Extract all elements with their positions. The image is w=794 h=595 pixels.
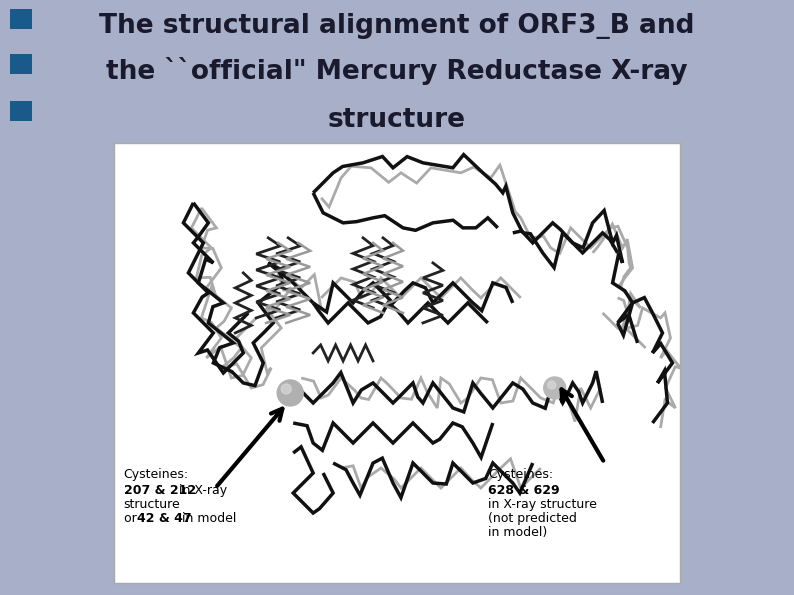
Text: 42 & 47: 42 & 47 bbox=[137, 512, 192, 525]
Bar bbox=[10, 101, 32, 121]
Circle shape bbox=[277, 380, 303, 406]
Text: in X-ray structure: in X-ray structure bbox=[488, 498, 597, 511]
Bar bbox=[10, 54, 32, 74]
Text: the ``official" Mercury Reductase X-ray: the ``official" Mercury Reductase X-ray bbox=[106, 57, 688, 86]
Text: structure: structure bbox=[124, 498, 180, 511]
Text: in model): in model) bbox=[488, 526, 547, 539]
Circle shape bbox=[281, 384, 291, 394]
Text: Cysteines:: Cysteines: bbox=[124, 468, 189, 481]
Text: Cysteines:: Cysteines: bbox=[488, 468, 553, 481]
Text: or: or bbox=[124, 512, 141, 525]
Text: structure: structure bbox=[328, 107, 466, 133]
Text: in model: in model bbox=[179, 512, 237, 525]
Text: 207 & 212: 207 & 212 bbox=[124, 484, 195, 497]
Text: 628 & 629: 628 & 629 bbox=[488, 484, 560, 497]
Circle shape bbox=[544, 377, 565, 399]
Bar bbox=[10, 8, 32, 29]
Text: (not predicted: (not predicted bbox=[488, 512, 576, 525]
Text: in X-ray: in X-ray bbox=[175, 484, 228, 497]
Circle shape bbox=[548, 381, 556, 389]
Text: The structural alignment of ORF3_B and: The structural alignment of ORF3_B and bbox=[99, 12, 695, 39]
